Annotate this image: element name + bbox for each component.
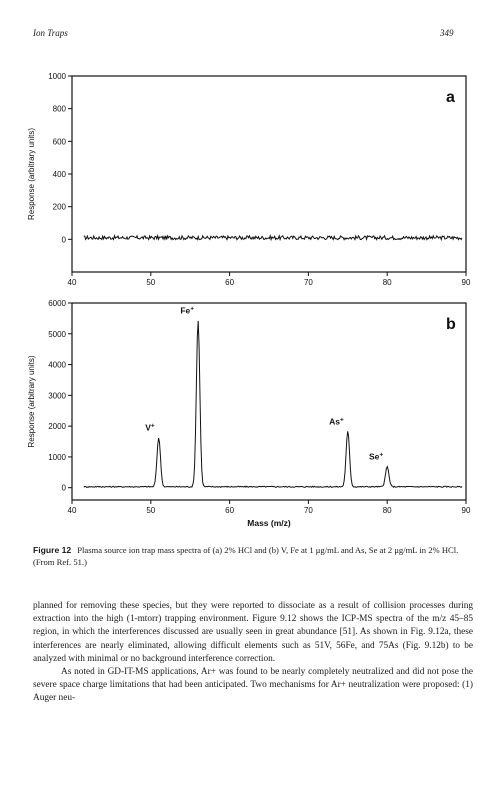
x-tick-label: 50 [146,278,155,287]
x-tick-label: 90 [462,506,471,515]
y-tick-label: 3000 [48,391,66,400]
x-tick-label: 70 [304,506,313,515]
body-text: planned for removing these species, but … [33,600,473,706]
y-axis-label: Response (arbitrary units) [27,355,36,447]
x-tick-label: 40 [68,278,77,287]
x-tick-label: 90 [462,278,471,287]
y-tick-label: 6000 [48,299,66,308]
page-number: 349 [440,28,454,38]
y-tick-label: 4000 [48,361,66,370]
plot-frame [71,75,467,273]
x-tick-label: 60 [225,506,234,515]
y-tick-label: 1000 [48,72,66,81]
spectrum-line [83,233,463,242]
x-tick-label: 70 [304,278,313,287]
body-paragraph: planned for removing these species, but … [33,601,473,664]
peak-label: As+ [329,416,344,426]
y-axis-label: Response (arbitrary units) [27,128,36,220]
y-tick-label: 0 [62,235,67,244]
panel-label: a [446,89,455,106]
plot-frame [71,302,467,501]
peak-label: Se+ [369,452,383,462]
x-axis-label: Mass (m/z) [247,518,291,528]
x-tick-label: 60 [225,278,234,287]
peak-label: Fe+ [180,305,194,315]
figure-caption: Figure 12 Plasma source ion trap mass spe… [33,544,473,568]
y-tick-label: 0 [62,484,67,493]
running-title: Ion Traps [33,28,68,38]
y-tick-label: 400 [53,170,67,179]
x-tick-label: 80 [383,506,392,515]
y-tick-label: 1000 [48,453,66,462]
figure-label: Figure 12 [33,545,72,555]
y-tick-label: 2000 [48,422,66,431]
panel-label: b [446,316,456,333]
x-tick-label: 40 [68,506,77,515]
figure-caption-text: Plasma source ion trap mass spectra of (… [33,545,459,567]
y-tick-label: 600 [53,137,67,146]
x-tick-label: 50 [146,506,155,515]
body-paragraph: As noted in GD-IT-MS applications, Ar+ w… [33,667,473,704]
spectrum-line [83,320,463,489]
x-tick-label: 80 [383,278,392,287]
y-tick-label: 800 [53,105,67,114]
peak-label: V+ [145,422,155,432]
y-tick-label: 200 [53,203,67,212]
y-tick-label: 5000 [48,330,66,339]
